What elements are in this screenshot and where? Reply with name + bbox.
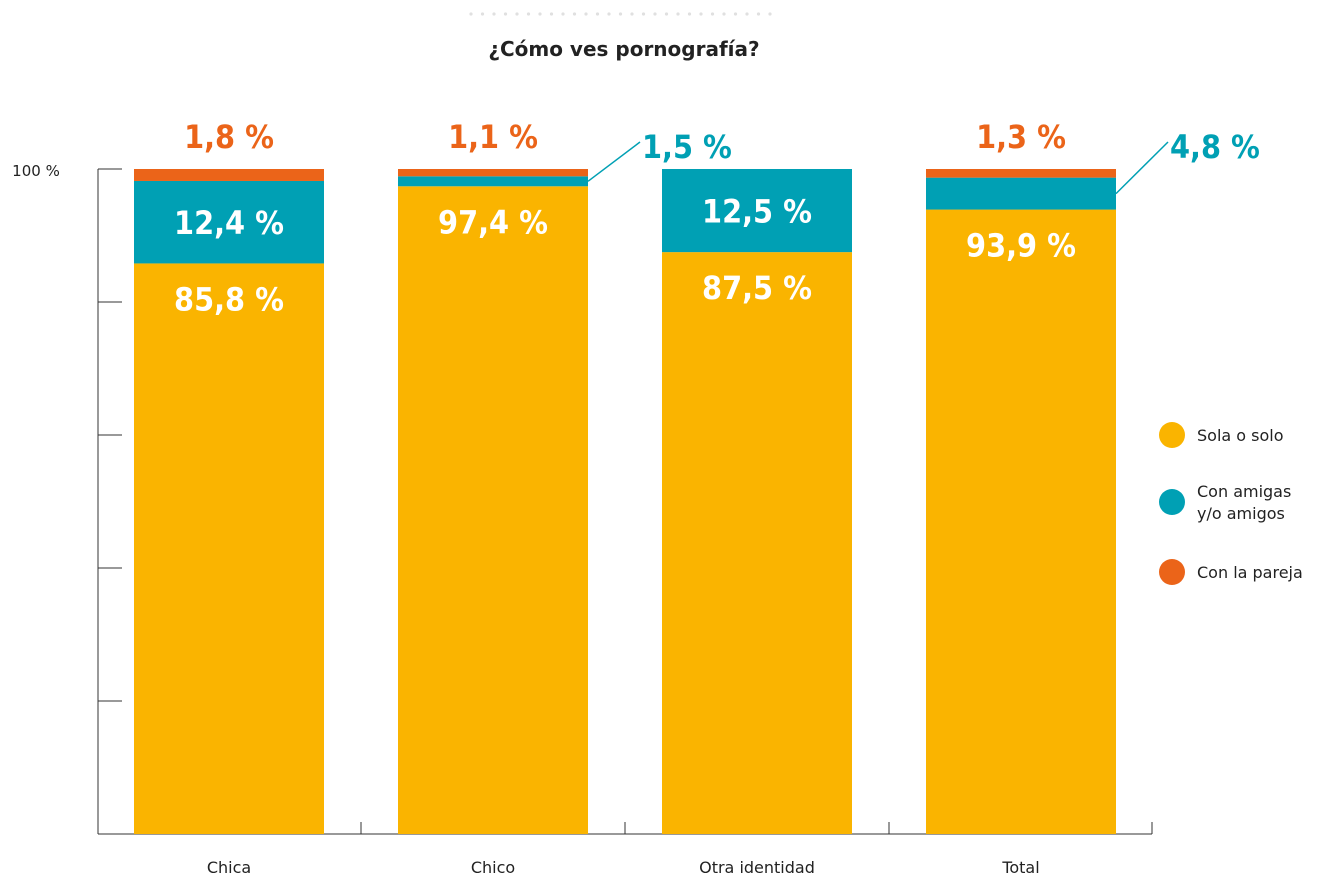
bar-segment <box>134 169 324 181</box>
title-dot <box>653 12 657 16</box>
legend-label: Con amigas <box>1197 482 1291 501</box>
title-dot <box>699 12 703 16</box>
chart-title-group: ¿Cómo ves pornografía? <box>469 12 772 61</box>
title-dot <box>630 12 634 16</box>
leader-line <box>1115 141 1169 195</box>
title-dot <box>756 12 761 16</box>
bar-segment <box>398 186 588 835</box>
category-label: Total <box>1001 858 1039 877</box>
legend-swatch <box>1159 489 1185 515</box>
chart-legend: Sola o solo Con amigas y/o amigos Con la pa… <box>1159 422 1303 585</box>
data-label: 87,5 % <box>702 269 812 307</box>
data-label: 97,4 % <box>438 203 548 241</box>
category-label: Otra identidad <box>699 858 815 877</box>
title-dot <box>492 12 496 16</box>
title-dot <box>595 12 600 16</box>
title-dot <box>469 12 473 16</box>
bar-segment <box>134 180 324 264</box>
legend-label: Con la pareja <box>1197 563 1303 582</box>
data-label: 4,8 % <box>1170 128 1260 166</box>
bar-segment <box>926 209 1116 834</box>
data-label: 1,3 % <box>976 118 1066 156</box>
title-dot <box>641 12 646 16</box>
chart-data-labels: 85,8 % 12,4 % 1,8 % 97,4 % 1,5 % 1,1 % 87,5 % 1… <box>174 118 1260 318</box>
bar-segment <box>926 169 1116 178</box>
title-dot <box>607 12 611 16</box>
title-dot <box>664 12 669 16</box>
bar-segment <box>134 263 324 834</box>
data-label: 85,8 % <box>174 280 284 318</box>
bar-segment <box>398 169 588 177</box>
bar-segment <box>662 252 852 834</box>
category-label: Chico <box>471 858 515 877</box>
data-label: 1,8 % <box>184 118 274 156</box>
y-axis-max-label: 100 % <box>12 162 60 180</box>
legend-label: y/o amigos <box>1197 504 1285 523</box>
title-dot <box>538 12 542 16</box>
title-dot <box>687 12 692 16</box>
category-labels: Chica Chico Otra identidad Total <box>207 858 1040 877</box>
title-dot <box>549 12 554 16</box>
data-label: 12,5 % <box>702 193 812 231</box>
title-dot <box>768 12 772 16</box>
data-label: 12,4 % <box>174 204 284 242</box>
title-dot <box>480 12 485 16</box>
category-label: Chica <box>207 858 251 877</box>
leader-line <box>587 141 641 182</box>
bar-segment <box>662 169 852 253</box>
title-dot <box>526 12 531 16</box>
chart-title: ¿Cómo ves pornografía? <box>488 37 759 61</box>
title-dot <box>733 12 738 16</box>
data-label: 93,9 % <box>966 227 1076 265</box>
title-dot <box>745 12 749 16</box>
legend-swatch <box>1159 422 1185 448</box>
legend-swatch <box>1159 559 1185 585</box>
title-dot <box>618 12 623 16</box>
title-dot <box>584 12 588 16</box>
title-dot <box>515 12 519 16</box>
data-label: 1,1 % <box>448 118 538 156</box>
chart-bars <box>134 169 1116 835</box>
title-dot <box>676 12 680 16</box>
bar-segment <box>926 177 1116 210</box>
data-label: 1,5 % <box>642 128 732 166</box>
title-dot <box>572 12 577 16</box>
legend-label: Sola o solo <box>1197 426 1284 445</box>
bar-segment <box>398 176 588 187</box>
title-dot <box>710 12 715 16</box>
title-dot <box>503 12 508 16</box>
title-dot <box>722 12 726 16</box>
title-dot <box>561 12 565 16</box>
